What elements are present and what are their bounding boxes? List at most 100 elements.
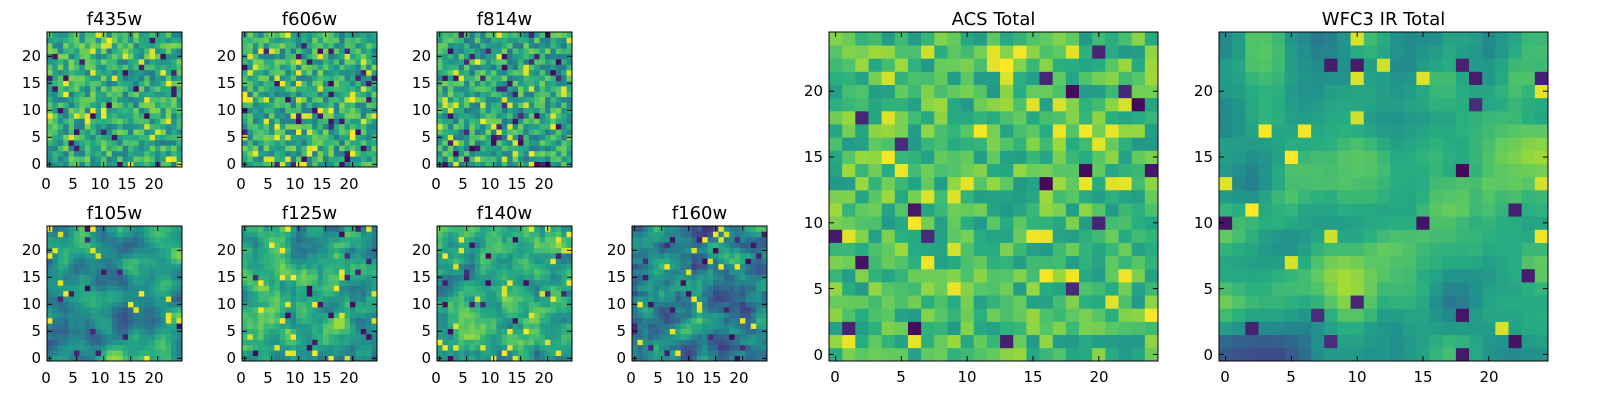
heatmap-cell <box>496 113 503 119</box>
heatmap-cell <box>355 317 362 324</box>
heatmap-cell <box>68 307 75 313</box>
heatmap-cell <box>442 37 449 44</box>
panel-title: f160w <box>672 203 727 224</box>
heatmap-cell <box>653 317 660 324</box>
heatmap-cell <box>306 307 313 313</box>
heatmap-cell <box>160 48 167 54</box>
heatmap-cell <box>355 344 362 351</box>
heatmap-cell <box>274 263 281 270</box>
y-tick-label: 0 <box>226 155 236 173</box>
heatmap-cell <box>474 296 481 302</box>
heatmap-cell <box>344 80 351 87</box>
heatmap-cell <box>485 53 492 60</box>
heatmap-cell <box>675 285 681 292</box>
heatmap-cell <box>750 290 757 297</box>
heatmap-cell <box>144 350 150 356</box>
heatmap-cell <box>95 296 102 302</box>
heatmap-cell <box>447 102 454 108</box>
heatmap-cell <box>138 145 145 152</box>
heatmap-cell <box>165 301 172 308</box>
heatmap-cell <box>74 285 80 292</box>
heatmap-cell <box>333 269 340 275</box>
heatmap-cell <box>63 107 69 114</box>
heatmap-cell <box>128 80 134 87</box>
heatmap-cell <box>247 134 254 141</box>
heatmap-cell <box>360 69 367 76</box>
heatmap-cell <box>144 123 150 130</box>
heatmap-cell <box>47 118 53 125</box>
heatmap-cell <box>921 334 935 349</box>
heatmap-cell <box>171 323 177 329</box>
heatmap-cell <box>437 150 443 157</box>
heatmap-cell <box>550 226 557 232</box>
heatmap-cell <box>518 296 524 302</box>
heatmap-cell <box>447 269 454 275</box>
heatmap-cell <box>442 274 449 281</box>
x-tick-label: 20 <box>534 175 553 193</box>
heatmap-cell <box>745 280 752 286</box>
heatmap-cell <box>555 242 562 248</box>
heatmap-cell <box>138 113 145 119</box>
heatmap-cell <box>561 156 567 162</box>
heatmap-cell <box>485 129 492 135</box>
heatmap-cell <box>247 123 254 130</box>
heatmap-cell <box>355 37 362 44</box>
heatmap-cell <box>637 301 644 308</box>
heatmap-cell <box>285 107 291 114</box>
heatmap-cell <box>366 134 372 141</box>
heatmap-cell <box>659 344 665 351</box>
heatmap-cell <box>512 156 519 162</box>
heatmap-cell <box>117 301 123 308</box>
heatmap-cell <box>79 274 86 281</box>
heatmap-cell <box>350 236 356 243</box>
heatmap-cell <box>664 236 671 243</box>
heatmap-cell <box>1131 216 1146 230</box>
heatmap-cell <box>653 301 660 308</box>
heatmap-cell <box>269 145 275 152</box>
heatmap-cell <box>842 268 856 283</box>
heatmap-cell <box>274 226 281 232</box>
heatmap-cell <box>285 91 291 98</box>
heatmap-cell <box>247 53 254 60</box>
heatmap-cell <box>350 247 356 254</box>
heatmap-cell <box>366 91 372 98</box>
heatmap-cell <box>355 96 362 103</box>
heatmap-cell <box>485 258 492 265</box>
heatmap-cell <box>669 263 676 270</box>
heatmap-cell <box>84 312 91 319</box>
heatmap-cell <box>90 48 96 54</box>
heatmap-cell <box>84 307 91 313</box>
heatmap-cell <box>723 263 730 270</box>
heatmap-cell <box>855 216 869 230</box>
heatmap-cell <box>691 312 698 319</box>
heatmap-cell <box>149 280 156 286</box>
heatmap-cell <box>480 113 486 119</box>
heatmap-cell <box>496 344 503 351</box>
heatmap-cell <box>855 242 869 257</box>
heatmap-cell <box>474 301 481 308</box>
heatmap-cell <box>128 123 134 130</box>
heatmap-cell <box>507 75 513 81</box>
heatmap-cell <box>491 350 497 356</box>
heatmap-cell <box>756 242 762 248</box>
heatmap-cell <box>74 296 80 302</box>
heatmap-cell <box>686 258 692 265</box>
heatmap-cell <box>707 231 714 238</box>
heatmap-cell <box>907 229 922 243</box>
heatmap-cell <box>160 102 167 108</box>
heatmap-cell <box>296 107 302 114</box>
heatmap-cell <box>350 269 356 275</box>
heatmap-cell <box>290 285 297 292</box>
heatmap-cell <box>312 350 318 356</box>
heatmap-cell <box>84 290 91 297</box>
heatmap-cell <box>561 253 567 259</box>
heatmap-cell <box>366 242 372 248</box>
heatmap-cell <box>101 102 107 108</box>
heatmap-cell <box>680 253 687 259</box>
x-tick-label: 15 <box>507 175 526 193</box>
heatmap-cell <box>960 150 975 164</box>
heatmap-cell <box>518 107 524 114</box>
heatmap-cell <box>1144 255 1159 270</box>
heatmap-cell <box>842 203 856 217</box>
heatmap-cell <box>68 91 75 98</box>
